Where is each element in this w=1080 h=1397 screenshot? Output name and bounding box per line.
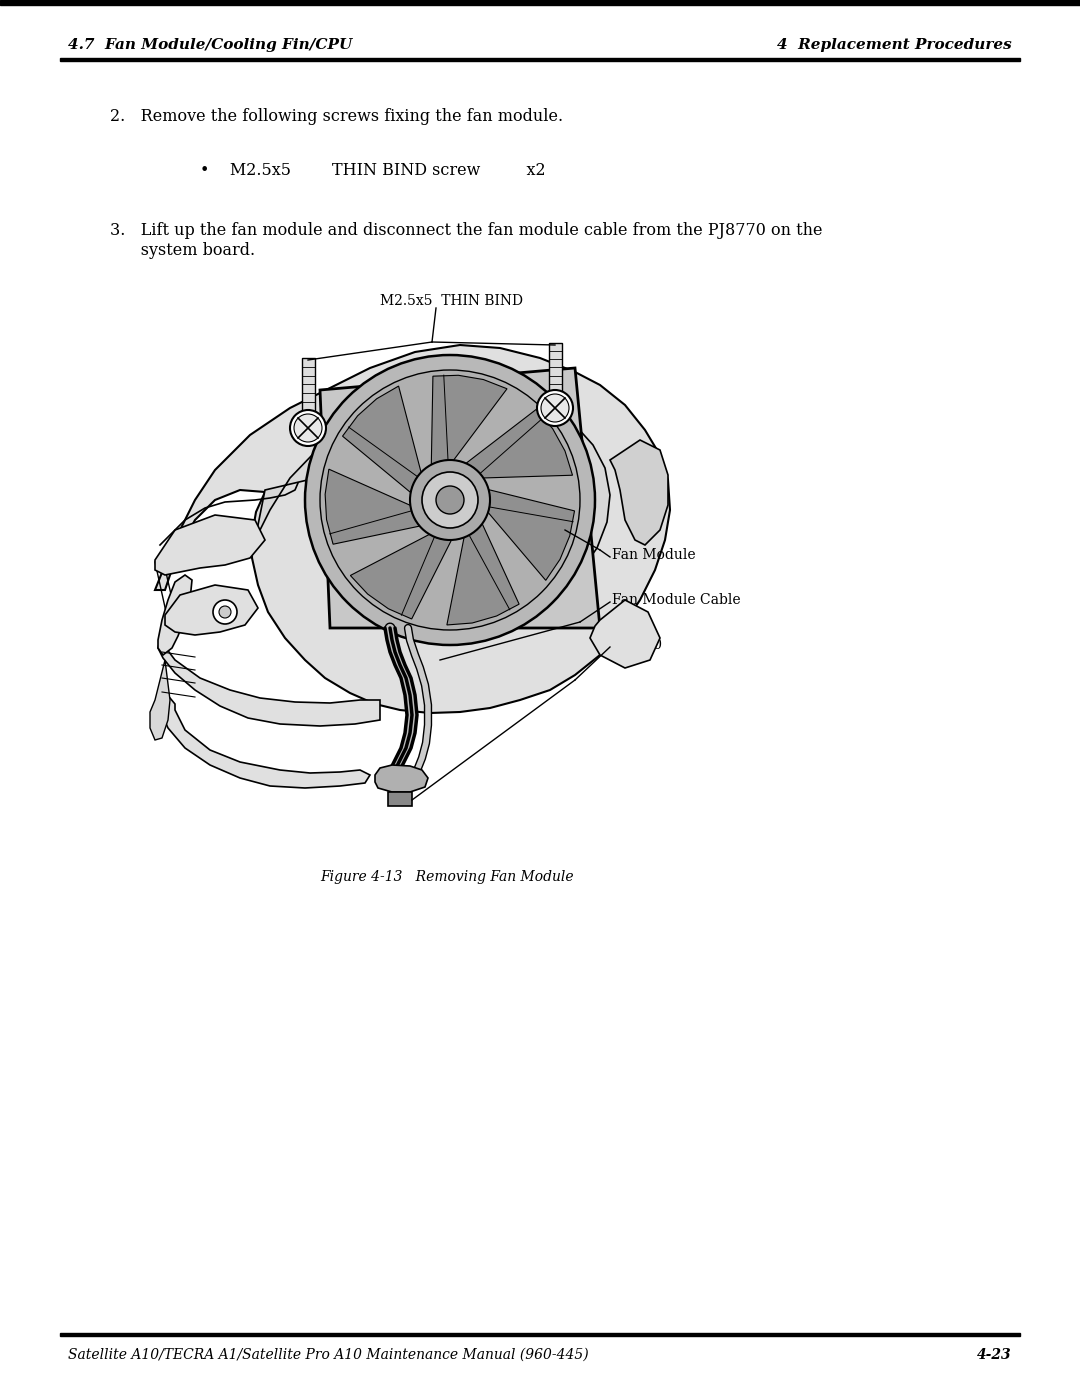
Polygon shape (156, 515, 265, 576)
Circle shape (219, 606, 231, 617)
Polygon shape (325, 469, 420, 545)
Circle shape (537, 390, 573, 426)
Polygon shape (150, 659, 170, 740)
Polygon shape (156, 345, 670, 712)
Circle shape (294, 414, 322, 441)
Polygon shape (590, 599, 660, 668)
Bar (301, 358, 314, 427)
Bar (60, 59, 1020, 60)
Polygon shape (320, 367, 600, 629)
Circle shape (305, 355, 595, 645)
Text: Fan Module: Fan Module (612, 548, 696, 562)
Text: PJ8770: PJ8770 (612, 638, 662, 652)
Polygon shape (488, 489, 575, 580)
Circle shape (291, 409, 326, 446)
Bar (549, 344, 562, 408)
Polygon shape (375, 766, 428, 792)
Polygon shape (255, 393, 610, 626)
Circle shape (213, 599, 237, 624)
Bar (388, 792, 411, 806)
Text: 4.7  Fan Module/Cooling Fin/CPU: 4.7 Fan Module/Cooling Fin/CPU (68, 38, 352, 52)
Text: 4  Replacement Procedures: 4 Replacement Procedures (778, 38, 1012, 52)
Circle shape (422, 472, 478, 528)
Polygon shape (158, 640, 380, 726)
Circle shape (436, 486, 464, 514)
Circle shape (320, 370, 580, 630)
Polygon shape (165, 585, 258, 636)
Polygon shape (447, 524, 519, 624)
Text: 4-23: 4-23 (977, 1348, 1012, 1362)
Polygon shape (158, 576, 192, 655)
Polygon shape (610, 440, 669, 545)
Circle shape (410, 460, 490, 541)
Bar (0, 0, 1080, 6)
Polygon shape (431, 376, 507, 465)
Bar (60, 1333, 1020, 1336)
Text: Figure 4-13   Removing Fan Module: Figure 4-13 Removing Fan Module (320, 870, 573, 884)
Text: Satellite A10/TECRA A1/Satellite Pro A10 Maintenance Manual (960-445): Satellite A10/TECRA A1/Satellite Pro A10… (68, 1348, 589, 1362)
Polygon shape (342, 386, 421, 493)
Text: Fan Module Cable: Fan Module Cable (612, 592, 741, 608)
Text: M2.5x5  THIN BIND: M2.5x5 THIN BIND (380, 293, 523, 307)
Polygon shape (160, 698, 370, 788)
Text: 2.   Remove the following screws fixing the fan module.: 2. Remove the following screws fixing th… (110, 108, 563, 124)
Polygon shape (465, 409, 572, 478)
Text: 3.   Lift up the fan module and disconnect the fan module cable from the PJ8770 : 3. Lift up the fan module and disconnect… (110, 222, 823, 258)
Circle shape (541, 394, 569, 422)
Polygon shape (350, 534, 451, 619)
Text: •    M2.5x5        THIN BIND screw         x2: • M2.5x5 THIN BIND screw x2 (200, 162, 545, 179)
